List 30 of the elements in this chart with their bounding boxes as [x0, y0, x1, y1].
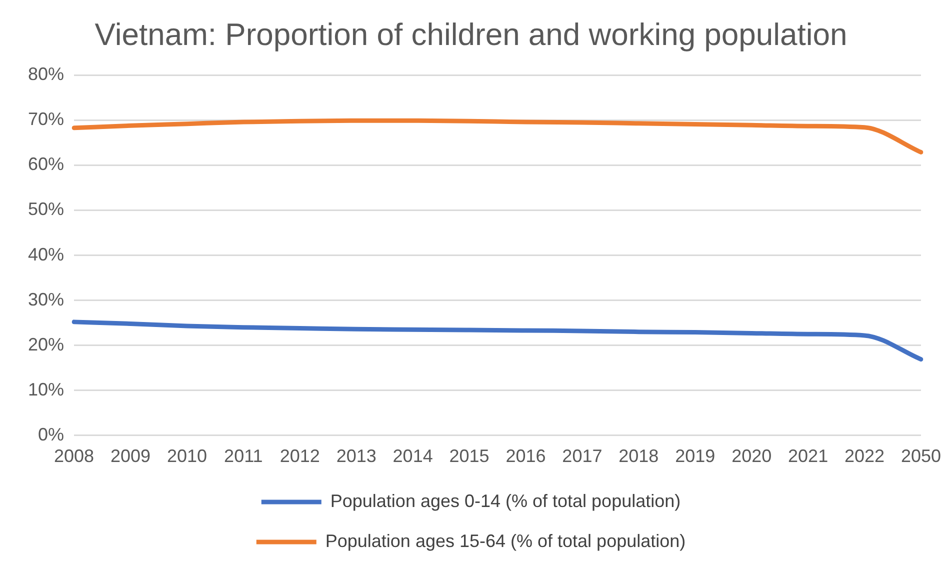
y-tick-label: 70% [28, 109, 64, 130]
x-tick-label: 2021 [788, 446, 828, 466]
y-tick-label: 80% [28, 64, 64, 84]
y-tick-label: 0% [38, 424, 64, 444]
x-tick-label: 2018 [618, 446, 659, 466]
x-tick-label: 2012 [280, 446, 320, 466]
x-tick-label: 2050 [900, 446, 941, 466]
line-series [72, 118, 924, 154]
legend-label: Population ages 15-64 (% of total population) [325, 530, 686, 551]
x-tick-label: 2013 [336, 446, 376, 466]
line-series [72, 320, 924, 362]
x-tick-label: 2014 [392, 446, 433, 466]
x-tick-label: 2009 [110, 446, 151, 466]
x-tick-label: 2011 [224, 446, 263, 466]
y-tick-label: 50% [28, 199, 64, 220]
x-tick-label: 2017 [562, 446, 602, 466]
y-tick-label: 60% [28, 154, 64, 174]
legend-label: Population ages 0-14 (% of total population) [330, 490, 681, 511]
x-tick-label: 2019 [675, 446, 716, 466]
x-tick-label: 2022 [844, 446, 885, 466]
y-tick-label: 20% [28, 334, 64, 354]
y-tick-label: 10% [28, 379, 64, 400]
chart-title: Vietnam: Proportion of children and working population [94, 17, 848, 52]
y-tick-label: 40% [28, 244, 64, 264]
x-tick-label: 2015 [449, 446, 490, 466]
x-tick-label: 2010 [166, 446, 207, 466]
x-tick-label: 2020 [732, 446, 772, 466]
y-tick-label: 30% [28, 289, 64, 310]
x-tick-label: 2008 [54, 446, 94, 466]
x-tick-label: 2016 [506, 446, 546, 466]
